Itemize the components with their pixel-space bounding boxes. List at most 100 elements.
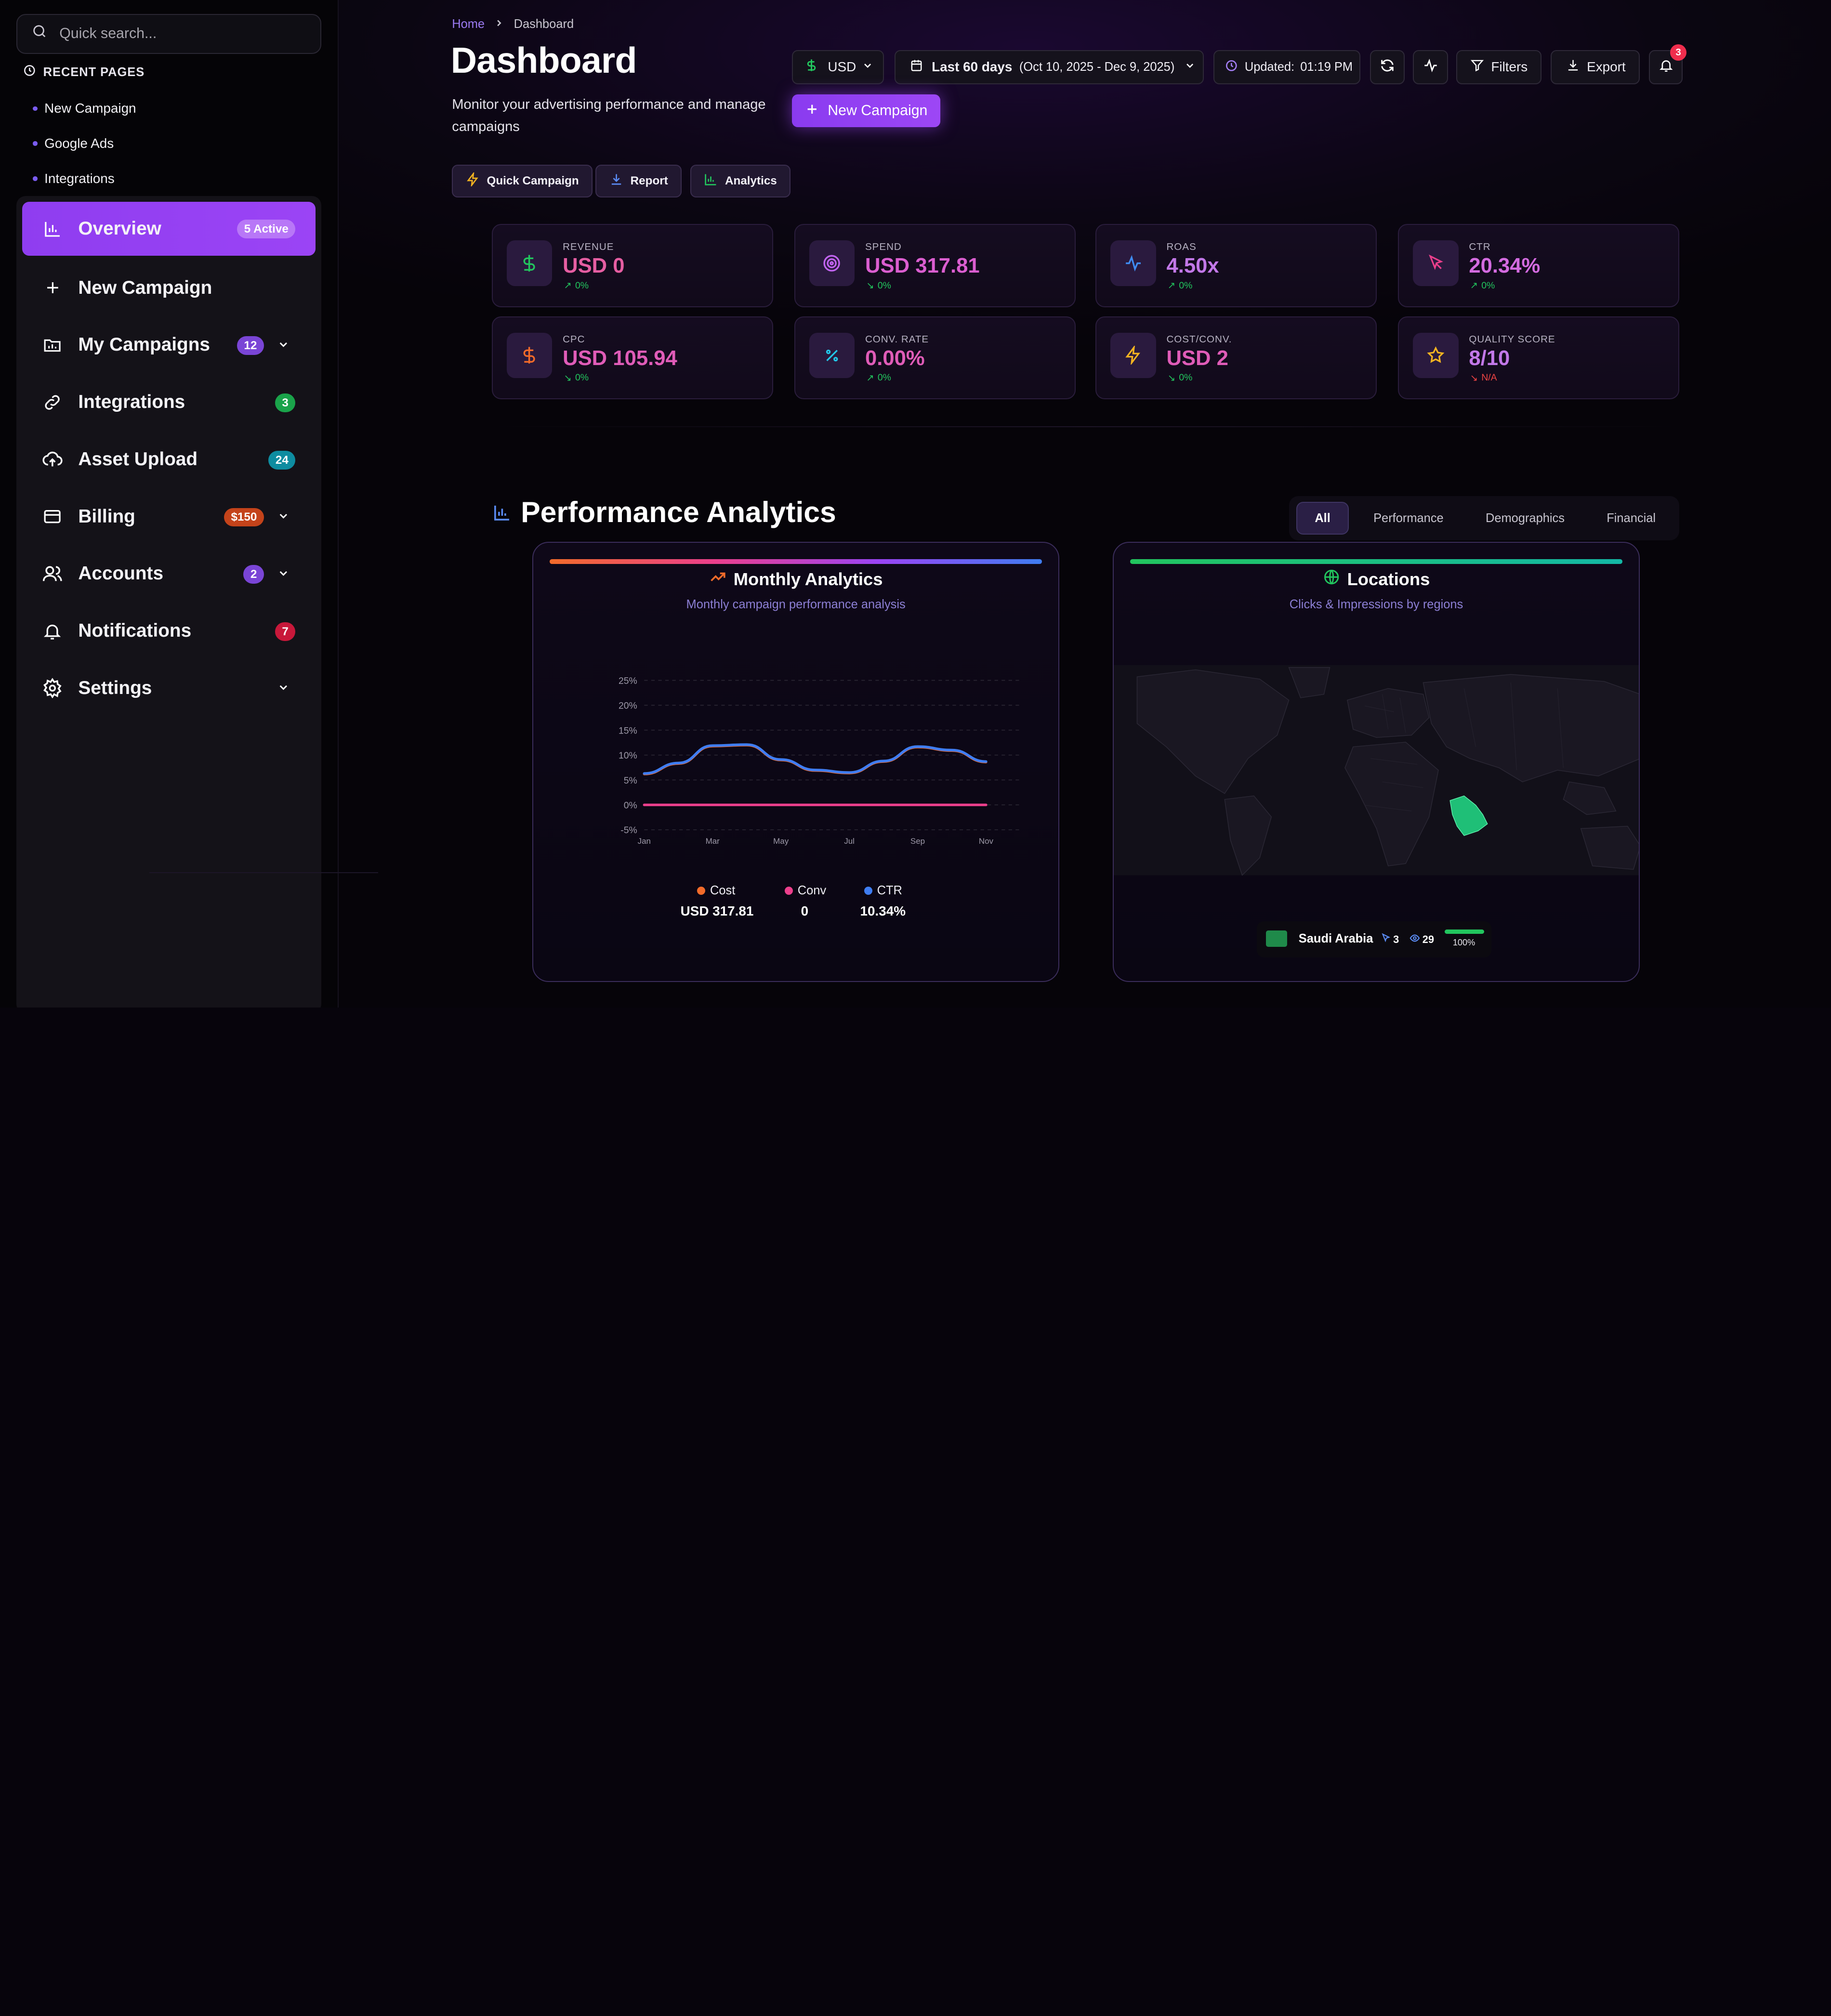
trend-down-icon: ↘ <box>1470 372 1478 383</box>
eye-icon <box>1409 933 1420 946</box>
currency-select[interactable]: USD <box>791 50 884 84</box>
folder-chart-icon <box>42 335 63 356</box>
series-line-ctr <box>643 743 988 775</box>
sidebar-item-billing[interactable]: Billing $150 <box>22 488 316 545</box>
new-campaign-button[interactable]: New Campaign <box>791 94 940 128</box>
recent-page-item[interactable]: Integrations <box>32 161 136 196</box>
y-tick-label: 0% <box>624 800 637 811</box>
download-icon <box>609 172 623 190</box>
sidebar-item-asset-upload[interactable]: Asset Upload 24 <box>22 431 316 488</box>
y-tick-label: -5% <box>621 825 637 836</box>
kpi-card-spend: SPEND USD 317.81 ↘ 0% <box>794 224 1076 307</box>
date-range-select[interactable]: Last 60 days (Oct 10, 2025 - Dec 9, 2025… <box>895 50 1204 84</box>
sidebar-item-integrations[interactable]: Integrations 3 <box>22 374 316 431</box>
legend-item-ctr[interactable]: CTR <box>864 884 902 898</box>
sidebar-item-settings[interactable]: Settings <box>22 660 316 717</box>
legend-value-ctr: 10.34% <box>860 903 906 919</box>
world-map[interactable] <box>1114 665 1639 876</box>
kpi-card-cost-conv: COST/CONV. USD 2 ↘ 0% <box>1095 316 1377 400</box>
sidebar-item-new-campaign[interactable]: New Campaign <box>22 259 316 316</box>
chevron-down-icon[interactable] <box>277 678 290 699</box>
accounts-count-badge: 2 <box>243 565 264 584</box>
kpi-card-revenue: REVENUE USD 0 ↗ 0% <box>491 224 773 307</box>
card-accent-bar <box>1130 559 1622 564</box>
notification-count-badge: 3 <box>1670 44 1687 61</box>
y-tick-label: 20% <box>619 701 637 711</box>
chevron-down-icon[interactable] <box>277 563 290 584</box>
monthly-analytics-subtitle: Monthly campaign performance analysis <box>686 597 906 611</box>
recent-page-item[interactable]: Google Ads <box>32 126 136 161</box>
legend-divider <box>149 872 379 874</box>
chevron-down-icon[interactable] <box>277 506 290 527</box>
recent-page-item[interactable]: New Campaign <box>32 91 136 126</box>
x-tick-label: Jan <box>638 837 651 846</box>
x-tick-label: Nov <box>979 837 994 846</box>
trend-up-icon: ↗ <box>564 280 572 291</box>
legend-value-conv: 0 <box>801 903 809 919</box>
share-percent: 100% <box>1452 937 1475 947</box>
recent-pages-title: RECENT PAGES <box>43 65 145 79</box>
integrations-count-badge: 3 <box>275 393 296 412</box>
analytics-tabs: All Performance Demographics Financial <box>1289 496 1680 541</box>
bell-icon <box>42 620 63 641</box>
trend-up-icon: ↗ <box>1470 280 1478 291</box>
trend-down-icon: ↘ <box>1167 372 1176 383</box>
breadcrumb-home-link[interactable]: Home <box>452 17 485 31</box>
y-tick-label: 5% <box>624 775 637 786</box>
map-south-america <box>1224 796 1272 876</box>
export-button[interactable]: Export <box>1551 50 1640 84</box>
refresh-button[interactable] <box>1370 50 1405 84</box>
sidebar-nav: Overview 5 Active New Campaign My Campai… <box>16 196 321 1008</box>
legend-item-cost[interactable]: Cost <box>697 884 735 898</box>
performance-analytics-heading: Performance Analytics <box>493 495 836 529</box>
highlight-saudi-arabia[interactable] <box>1449 796 1489 837</box>
sidebar-item-accounts[interactable]: Accounts 2 <box>22 545 316 602</box>
refresh-icon <box>1379 57 1396 77</box>
tab-demographics[interactable]: Demographics <box>1485 511 1565 525</box>
monthly-analytics-card: Monthly Analytics Monthly campaign perfo… <box>532 541 1059 982</box>
trend-down-icon: ↘ <box>564 372 572 383</box>
trend-up-icon: ↗ <box>866 372 874 383</box>
trend-up-icon: ↗ <box>1167 280 1176 291</box>
dollar-icon <box>506 240 553 286</box>
cloud-upload-icon <box>42 449 63 470</box>
filters-button[interactable]: Filters <box>1456 50 1542 84</box>
chevron-down-icon <box>1184 59 1196 75</box>
sidebar-item-my-campaigns[interactable]: My Campaigns 12 <box>22 316 316 374</box>
analytics-button[interactable]: Analytics <box>690 164 791 197</box>
recent-pages-list: New Campaign Google Ads Integrations <box>32 91 136 196</box>
notifications-count-badge: 7 <box>275 622 296 641</box>
chevron-down-icon[interactable] <box>277 334 290 355</box>
sidebar-item-overview[interactable]: Overview 5 Active <box>22 202 316 256</box>
star-icon <box>1412 332 1459 379</box>
tab-performance[interactable]: Performance <box>1373 511 1444 525</box>
globe-icon <box>1323 568 1340 590</box>
location-row-saudi-arabia[interactable]: Saudi Arabia 3 29 100% <box>1256 921 1491 957</box>
monthly-analytics-title: Monthly Analytics <box>533 568 1058 590</box>
legend-value-cost: USD 317.81 <box>680 903 754 919</box>
report-button[interactable]: Report <box>595 164 682 197</box>
bar-chart-icon <box>493 495 512 529</box>
quick-search[interactable] <box>16 14 321 54</box>
trend-down-icon: ↘ <box>866 280 874 291</box>
tab-financial[interactable]: Financial <box>1607 511 1656 525</box>
search-input[interactable] <box>59 26 293 42</box>
map-australia <box>1581 826 1639 870</box>
notifications-button[interactable]: 3 <box>1649 44 1687 84</box>
active-count-badge: 5 Active <box>237 219 296 238</box>
sidebar-item-notifications[interactable]: Notifications 7 <box>22 602 316 660</box>
campaigns-count-badge: 12 <box>237 336 264 355</box>
map-north-america <box>1137 669 1290 795</box>
legend-item-conv[interactable]: Conv <box>785 884 826 898</box>
map-greenland <box>1288 667 1330 699</box>
tab-all[interactable]: All <box>1296 502 1349 535</box>
dollar-icon <box>804 58 818 76</box>
filter-icon <box>1470 58 1484 76</box>
chevron-down-icon <box>862 59 873 75</box>
quick-campaign-button[interactable]: Quick Campaign <box>452 164 593 197</box>
locations-title: Locations <box>1114 568 1638 590</box>
activity-button[interactable] <box>1413 50 1449 84</box>
calendar-icon <box>909 58 923 76</box>
x-tick-label: May <box>774 837 790 846</box>
chevron-right-icon <box>494 17 504 31</box>
